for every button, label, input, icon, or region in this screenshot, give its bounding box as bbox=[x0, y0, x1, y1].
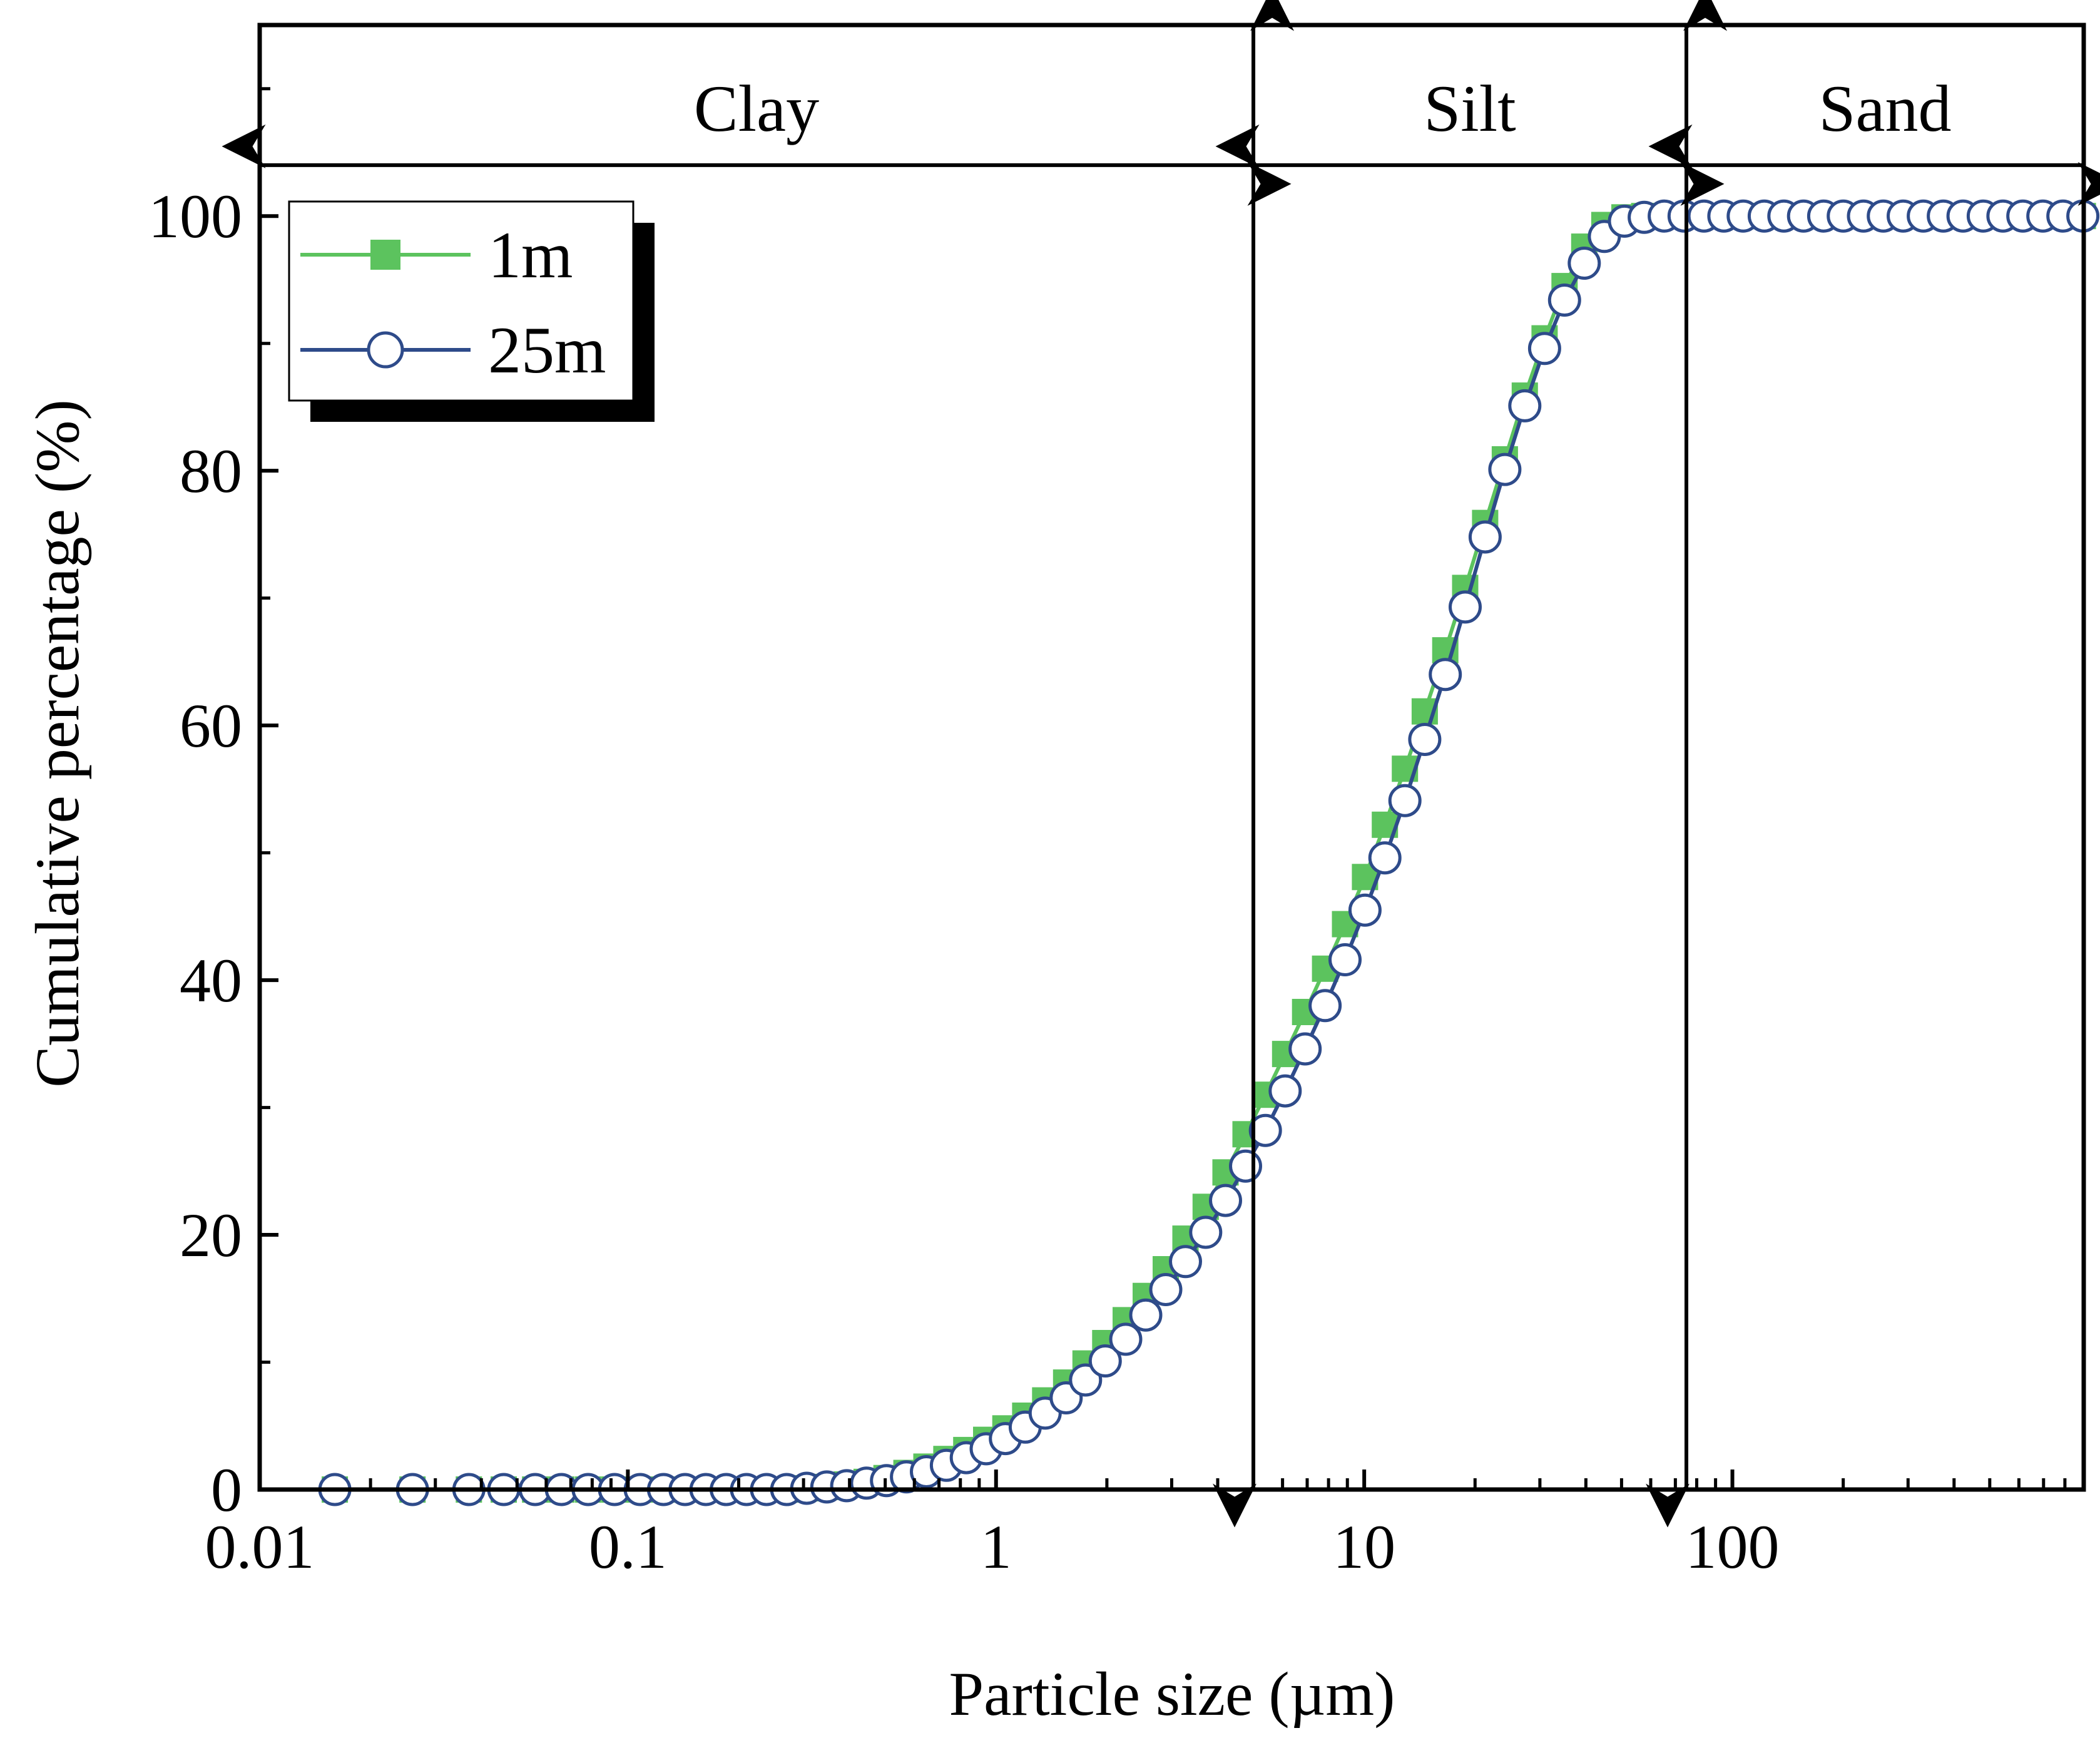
x-tick-label: 1 bbox=[981, 1512, 1012, 1582]
y-axis-title: Cumulative percentage (%) bbox=[23, 399, 92, 1088]
x-tick-label: 0.1 bbox=[589, 1512, 667, 1582]
point-25m bbox=[1169, 1245, 1202, 1279]
point-25m bbox=[1069, 1363, 1103, 1397]
region-label: Silt bbox=[1424, 72, 1516, 145]
point-25m bbox=[1288, 1032, 1322, 1066]
y-tick-label: 20 bbox=[180, 1200, 242, 1270]
y-tick-label: 0 bbox=[211, 1455, 242, 1525]
x-tick-label: 0.01 bbox=[205, 1512, 315, 1582]
point-25m bbox=[1567, 247, 1601, 280]
y-tick-label: 40 bbox=[180, 946, 242, 1015]
legend-item-25m: 25m bbox=[300, 314, 606, 387]
axes-layer: 0 20 40 60 80 100 0.01 0.1 1 10 100 bbox=[148, 23, 2086, 1582]
legend-marker-25m bbox=[367, 331, 404, 369]
x-tick-label: 100 bbox=[1686, 1512, 1780, 1582]
x-tick-label: 10 bbox=[1333, 1512, 1395, 1582]
region-label: Sand bbox=[1819, 72, 1952, 145]
y-tick-label: 100 bbox=[148, 181, 242, 251]
y-tick-label: 80 bbox=[180, 436, 242, 506]
point-25m bbox=[1527, 332, 1561, 365]
point-25m bbox=[1368, 841, 1402, 875]
point-25m bbox=[1189, 1215, 1223, 1249]
point-25m bbox=[1508, 389, 1542, 422]
legend-label-25m: 25m bbox=[488, 314, 606, 387]
legend-item-1m: 1m bbox=[300, 218, 573, 292]
point-25m bbox=[1488, 452, 1522, 486]
point-25m bbox=[1109, 1322, 1143, 1356]
point-25m bbox=[1429, 658, 1462, 692]
point-25m bbox=[1328, 943, 1362, 976]
point-25m bbox=[1348, 893, 1382, 927]
point-25m bbox=[1449, 590, 1482, 624]
point-25m bbox=[1229, 1149, 1262, 1183]
point-25m bbox=[1308, 989, 1342, 1023]
point-25m bbox=[1547, 284, 1581, 317]
point-25m bbox=[1388, 784, 1422, 817]
region-label: Clay bbox=[694, 72, 819, 145]
point-25m bbox=[1268, 1074, 1302, 1108]
legend-marker-1m bbox=[370, 240, 400, 270]
point-25m bbox=[1408, 723, 1442, 756]
regions-layer: Clay Silt Sand bbox=[222, 0, 2100, 1528]
legend-box bbox=[288, 200, 635, 402]
point-25m bbox=[1149, 1273, 1183, 1306]
point-25m bbox=[1129, 1298, 1163, 1332]
x-axis-title: Particle size (µm) bbox=[949, 1659, 1395, 1729]
point-25m bbox=[1088, 1344, 1122, 1378]
y-tick-label: 60 bbox=[180, 691, 242, 760]
point-25m bbox=[1468, 520, 1502, 554]
legend-label-1m: 1m bbox=[488, 218, 573, 292]
point-25m bbox=[1209, 1183, 1242, 1217]
